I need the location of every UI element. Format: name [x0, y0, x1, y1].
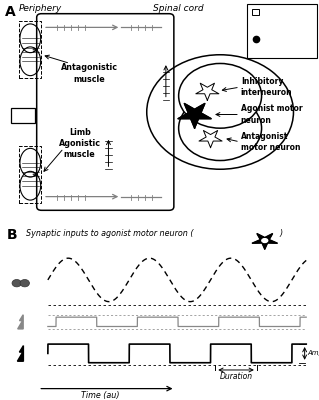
Text: Time (au): Time (au)	[81, 391, 120, 400]
Text: Antagonistic
muscle: Antagonistic muscle	[61, 64, 118, 84]
Ellipse shape	[12, 280, 21, 287]
Text: Synaptic inputs to agonist motor neuron (: Synaptic inputs to agonist motor neuron …	[26, 229, 193, 238]
Text: Duration: Duration	[219, 372, 253, 381]
Text: Agonist motor
neuron: Agonist motor neuron	[241, 104, 302, 124]
Circle shape	[179, 64, 262, 128]
Text: A: A	[5, 5, 16, 19]
FancyBboxPatch shape	[247, 4, 317, 58]
Text: Periphery: Periphery	[19, 4, 63, 13]
Polygon shape	[196, 83, 219, 100]
Circle shape	[179, 96, 262, 160]
Bar	[252, 10, 259, 15]
Ellipse shape	[20, 280, 29, 287]
Text: Limb
Agonistic
muscle: Limb Agonistic muscle	[59, 128, 101, 159]
Polygon shape	[199, 130, 222, 148]
Text: Spinal cord: Spinal cord	[153, 4, 204, 13]
Polygon shape	[178, 104, 211, 128]
Text: ): )	[279, 229, 282, 238]
Text: Inhibitory
synapse: Inhibitory synapse	[262, 33, 294, 46]
Polygon shape	[18, 315, 23, 329]
Text: Amplitude: Amplitude	[308, 350, 319, 356]
Polygon shape	[18, 346, 23, 361]
Text: Excitatory
synapse: Excitatory synapse	[262, 6, 296, 19]
Text: B: B	[6, 228, 17, 242]
Text: Inhibitory
interneuron: Inhibitory interneuron	[241, 77, 293, 97]
Text: Antagonist
motor neuron: Antagonist motor neuron	[241, 132, 300, 152]
Polygon shape	[252, 234, 278, 249]
Bar	[11, 108, 35, 123]
Circle shape	[262, 239, 268, 242]
